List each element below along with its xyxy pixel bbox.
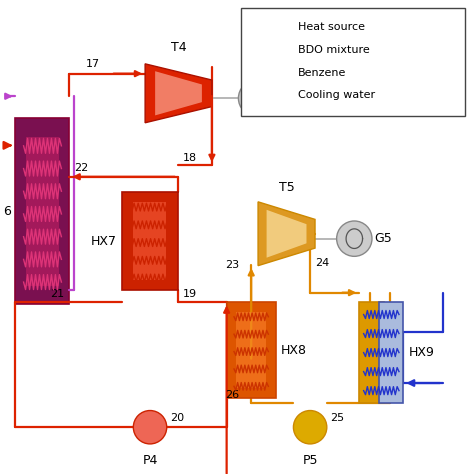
Bar [133,202,166,280]
Text: 17: 17 [86,59,100,69]
Bar [121,192,178,290]
Text: T5: T5 [279,181,294,194]
Text: 26: 26 [225,390,239,400]
Bar [241,8,465,116]
Text: 21: 21 [50,289,64,299]
Text: 18: 18 [182,153,197,163]
Bar [379,302,403,403]
Bar [227,302,276,398]
Text: 24: 24 [315,258,329,268]
Polygon shape [266,210,307,258]
Text: Heat source: Heat source [298,22,365,33]
Text: 20: 20 [170,413,184,423]
Bar [26,137,59,286]
Polygon shape [258,202,315,265]
Polygon shape [145,64,212,123]
Text: HX7: HX7 [91,235,117,247]
Bar [359,302,383,403]
Circle shape [293,410,327,444]
Text: Cooling water: Cooling water [298,90,375,100]
Bar [16,118,70,304]
Text: Benzene: Benzene [298,68,346,78]
Text: G5: G5 [374,232,392,245]
Text: HX9: HX9 [408,346,434,359]
Text: 22: 22 [74,163,89,173]
Polygon shape [155,71,202,115]
Text: 19: 19 [182,289,197,299]
Circle shape [133,410,167,444]
Bar [237,312,266,388]
Text: P4: P4 [142,454,158,467]
Text: HX8: HX8 [281,344,307,356]
Text: 6: 6 [3,205,10,218]
Text: 25: 25 [330,413,344,423]
Text: 23: 23 [225,260,239,270]
Circle shape [238,81,274,116]
Text: P5: P5 [302,454,318,467]
Text: BDO mixture: BDO mixture [298,45,370,55]
Text: T4: T4 [171,41,186,54]
Circle shape [337,221,372,256]
Text: G4: G4 [276,91,293,105]
